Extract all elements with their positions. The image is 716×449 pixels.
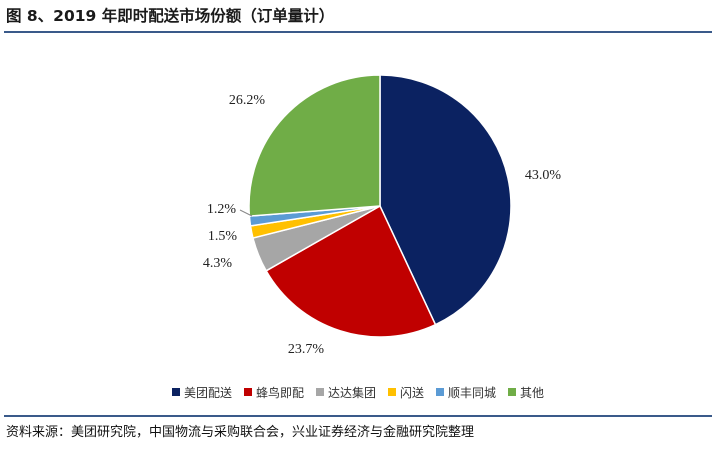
data-label-1: 23.7% — [288, 342, 325, 357]
data-labels: 43.0% 23.7% 4.3% 1.5% 1.2% 26.2% — [203, 93, 562, 357]
data-label-3: 1.5% — [208, 229, 238, 244]
bottom-divider — [4, 415, 712, 417]
legend: 美团配送 蜂鸟即配 达达集团 闪送 顺丰同城 其他 — [0, 382, 716, 402]
data-label-5: 26.2% — [229, 93, 266, 108]
legend-label-5: 其他 — [520, 385, 545, 400]
pie-slice-5 — [248, 74, 381, 217]
legend-label-1: 蜂鸟即配 — [255, 385, 304, 400]
leader-line-4 — [239, 209, 253, 217]
legend-item-4: 顺丰同城 — [436, 384, 496, 401]
legend-swatch-0 — [171, 388, 180, 396]
legend-swatch-3 — [388, 388, 396, 396]
pie-slice-0 — [379, 74, 512, 326]
data-label-2: 4.3% — [203, 256, 233, 271]
legend-item-1: 蜂鸟即配 — [243, 384, 304, 401]
legend-item-3: 闪送 — [388, 384, 424, 401]
legend-swatch-2 — [315, 388, 324, 396]
source-note: 资料来源：美团研究院，中国物流与采购联合会，兴业证券经济与金融研究院整理 — [6, 425, 475, 440]
leader-lines — [239, 209, 253, 217]
data-label-0: 43.0% — [525, 168, 562, 183]
legend-swatch-1 — [243, 388, 252, 396]
legend-swatch-4 — [436, 388, 445, 396]
data-label-4: 1.2% — [207, 202, 237, 217]
legend-label-0: 美团配送 — [183, 385, 232, 400]
legend-item-0: 美团配送 — [171, 384, 232, 401]
pie-slice-1 — [265, 204, 437, 338]
legend-label-3: 闪送 — [400, 385, 425, 400]
legend-item-5: 其他 — [508, 384, 544, 401]
legend-swatch-5 — [508, 388, 517, 396]
legend-item-2: 达达集团 — [315, 384, 376, 401]
chart-title: 图 8、2019 年即时配送市场份额（订单量计） — [6, 7, 335, 25]
pie-slices — [248, 74, 512, 338]
top-divider — [4, 31, 712, 33]
legend-label-4: 顺丰同城 — [448, 385, 497, 400]
legend-label-2: 达达集团 — [327, 385, 376, 400]
